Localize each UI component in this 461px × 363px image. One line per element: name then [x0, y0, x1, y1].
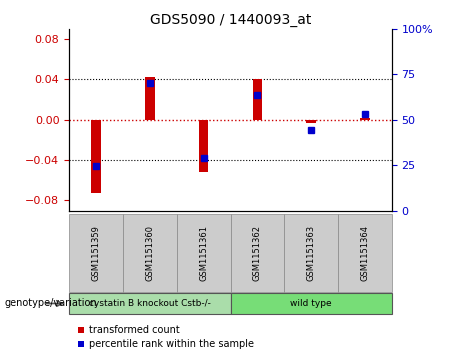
Text: genotype/variation: genotype/variation	[5, 298, 97, 309]
Bar	[307, 120, 316, 123]
Text: GSM1151363: GSM1151363	[307, 225, 316, 281]
Bar	[91, 120, 101, 193]
Bar	[253, 79, 262, 120]
Text: transformed count: transformed count	[89, 325, 180, 335]
Bar	[360, 118, 370, 120]
Text: cystatin B knockout Cstb-/-: cystatin B knockout Cstb-/-	[89, 299, 211, 308]
Text: GSM1151359: GSM1151359	[92, 225, 100, 281]
Text: GSM1151360: GSM1151360	[145, 225, 154, 281]
Bar	[199, 120, 208, 172]
Text: GSM1151362: GSM1151362	[253, 225, 262, 281]
Text: wild type: wild type	[290, 299, 332, 308]
Text: percentile rank within the sample: percentile rank within the sample	[89, 339, 254, 349]
Title: GDS5090 / 1440093_at: GDS5090 / 1440093_at	[150, 13, 311, 26]
Bar	[145, 77, 154, 120]
Text: GSM1151361: GSM1151361	[199, 225, 208, 281]
Text: GSM1151364: GSM1151364	[361, 225, 369, 281]
